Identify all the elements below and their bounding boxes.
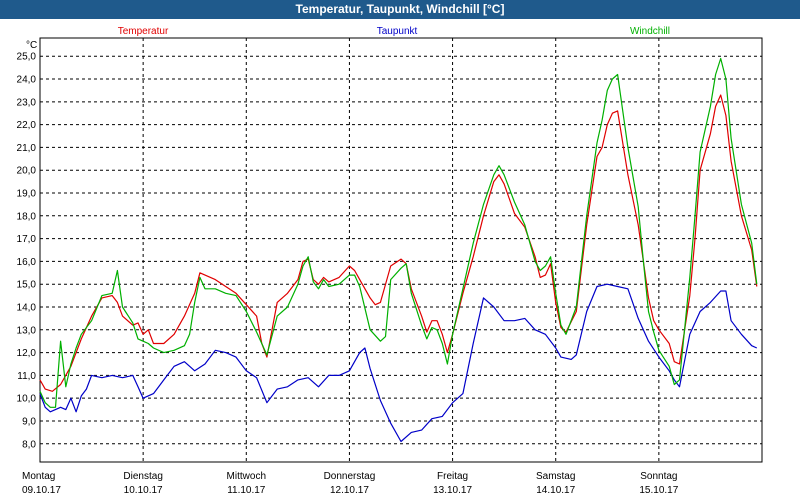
x-date-label: 10.10.17 (124, 485, 163, 496)
x-date-label: 13.10.17 (433, 485, 472, 496)
y-tick-label: 24,0 (17, 75, 37, 86)
y-tick-label: 25,0 (17, 52, 37, 63)
x-date-label: 12.10.17 (330, 485, 369, 496)
y-tick-label: 22,0 (17, 120, 37, 131)
legend-windchill: Windchill (630, 26, 670, 37)
y-tick-label: 9,0 (22, 416, 36, 427)
x-day-label: Samstag (536, 471, 575, 482)
y-tick-label: 16,0 (17, 257, 37, 268)
x-day-label: Donnerstag (324, 471, 376, 482)
series-line-temperatur (39, 94, 758, 392)
y-tick-label: 17,0 (17, 234, 37, 245)
y-axis-unit: °C (26, 40, 37, 51)
y-tick-label: 11,0 (17, 371, 36, 382)
y-tick-label: 14,0 (17, 302, 37, 313)
y-tick-label: 12,0 (17, 348, 37, 359)
x-day-label: Sonntag (640, 471, 677, 482)
x-day-label: Mittwoch (227, 471, 266, 482)
x-date-label: 14.10.17 (536, 485, 575, 496)
legend-taupunkt: Taupunkt (377, 26, 418, 37)
series-line-taupunkt (39, 283, 758, 443)
y-tick-label: 18,0 (17, 211, 37, 222)
y-tick-label: 19,0 (17, 189, 37, 200)
x-day-label: Montag (22, 471, 55, 482)
x-date-label: 09.10.17 (22, 485, 61, 496)
x-date-label: 15.10.17 (639, 485, 678, 496)
plot-frame (39, 37, 763, 463)
window-title: Temperatur, Taupunkt, Windchill [°C] (0, 0, 800, 19)
chart-area: 8,0 9,0 10,0 11,0 12,0 13,0 14,0 15,0 16,0 17,0 18… (0, 19, 800, 500)
y-tick-label: 21,0 (17, 143, 37, 154)
y-tick-label: 8,0 (22, 439, 36, 450)
x-day-label: Dienstag (123, 471, 162, 482)
y-tick-label: 20,0 (17, 166, 37, 177)
y-tick-label: 23,0 (17, 97, 37, 108)
legend-temperatur: Temperatur (118, 26, 169, 37)
y-tick-label: 10,0 (17, 394, 37, 405)
y-tick-label: 15,0 (17, 280, 37, 291)
series-line-windchill (39, 57, 758, 408)
x-date-label: 11.10.17 (227, 485, 266, 496)
x-day-label: Freitag (437, 471, 468, 482)
y-tick-label: 13,0 (17, 325, 37, 336)
